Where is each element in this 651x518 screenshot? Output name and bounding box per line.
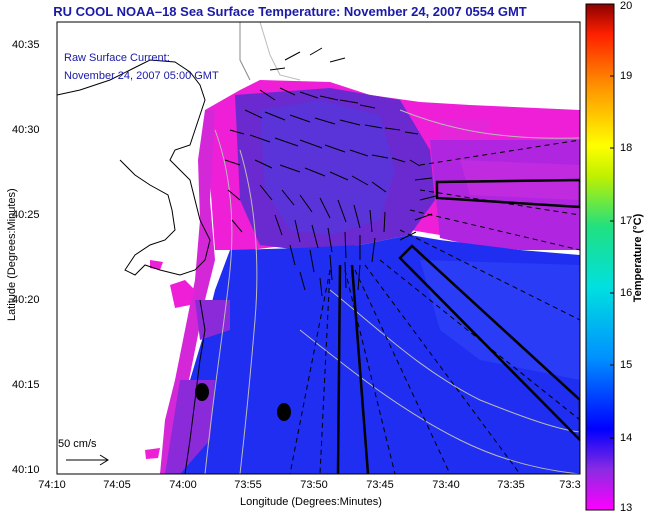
colorbar-tick-17: 17 [620, 215, 633, 227]
y-tick-5: 40:10 [12, 464, 40, 476]
colorbar-tick-18: 18 [620, 142, 633, 154]
colorbar-tick-19: 19 [620, 70, 633, 82]
x-axis-label: Longitude (Degrees:Minutes) [240, 496, 382, 508]
legend-line-2: November 24, 2007 05:00 GMT [64, 70, 219, 82]
x-tick-1: 74:05 [103, 479, 131, 491]
x-tick-3: 73:55 [234, 479, 262, 491]
x-tick-4: 73:50 [300, 479, 328, 491]
y-tick-4: 40:15 [12, 379, 40, 391]
colorbar-tick-15: 15 [620, 359, 633, 371]
y-tick-2: 40:25 [12, 209, 40, 221]
colorbar-label: Temperature (°C) [632, 213, 644, 303]
x-tick-2: 74:00 [169, 479, 197, 491]
current-vectors [224, 47, 437, 297]
colorbar-ticks [610, 3, 614, 511]
colorbar-tick-14: 14 [620, 432, 633, 444]
y-tick-1: 40:30 [12, 124, 40, 136]
plot-border [56, 21, 581, 475]
legend-line-1: Raw Surface Current: [64, 52, 170, 64]
x-tick-5: 73:45 [366, 479, 394, 491]
y-tick-3: 40:20 [12, 294, 40, 306]
colorbar-tick-20: 20 [620, 0, 633, 12]
x-tick-6: 73:40 [432, 479, 460, 491]
colorbar-tick-13: 13 [620, 502, 633, 514]
x-tick-7: 73:35 [497, 479, 525, 491]
y-tick-0: 40:35 [12, 39, 40, 51]
coastline [57, 22, 580, 474]
colorbar [585, 3, 615, 511]
colorbar-tick-16: 16 [620, 287, 633, 299]
sst-field [145, 80, 580, 474]
map-title: RU COOL NOAA–18 Sea Surface Temperature:… [53, 4, 527, 19]
y-axis-label: Latitude (Degrees:Minutes) [6, 188, 18, 321]
x-tick-8: 73:3 [559, 479, 581, 491]
x-tick-0: 74:10 [38, 479, 66, 491]
scale-label: 50 cm/s [58, 438, 97, 450]
radar-lines [289, 139, 580, 474]
